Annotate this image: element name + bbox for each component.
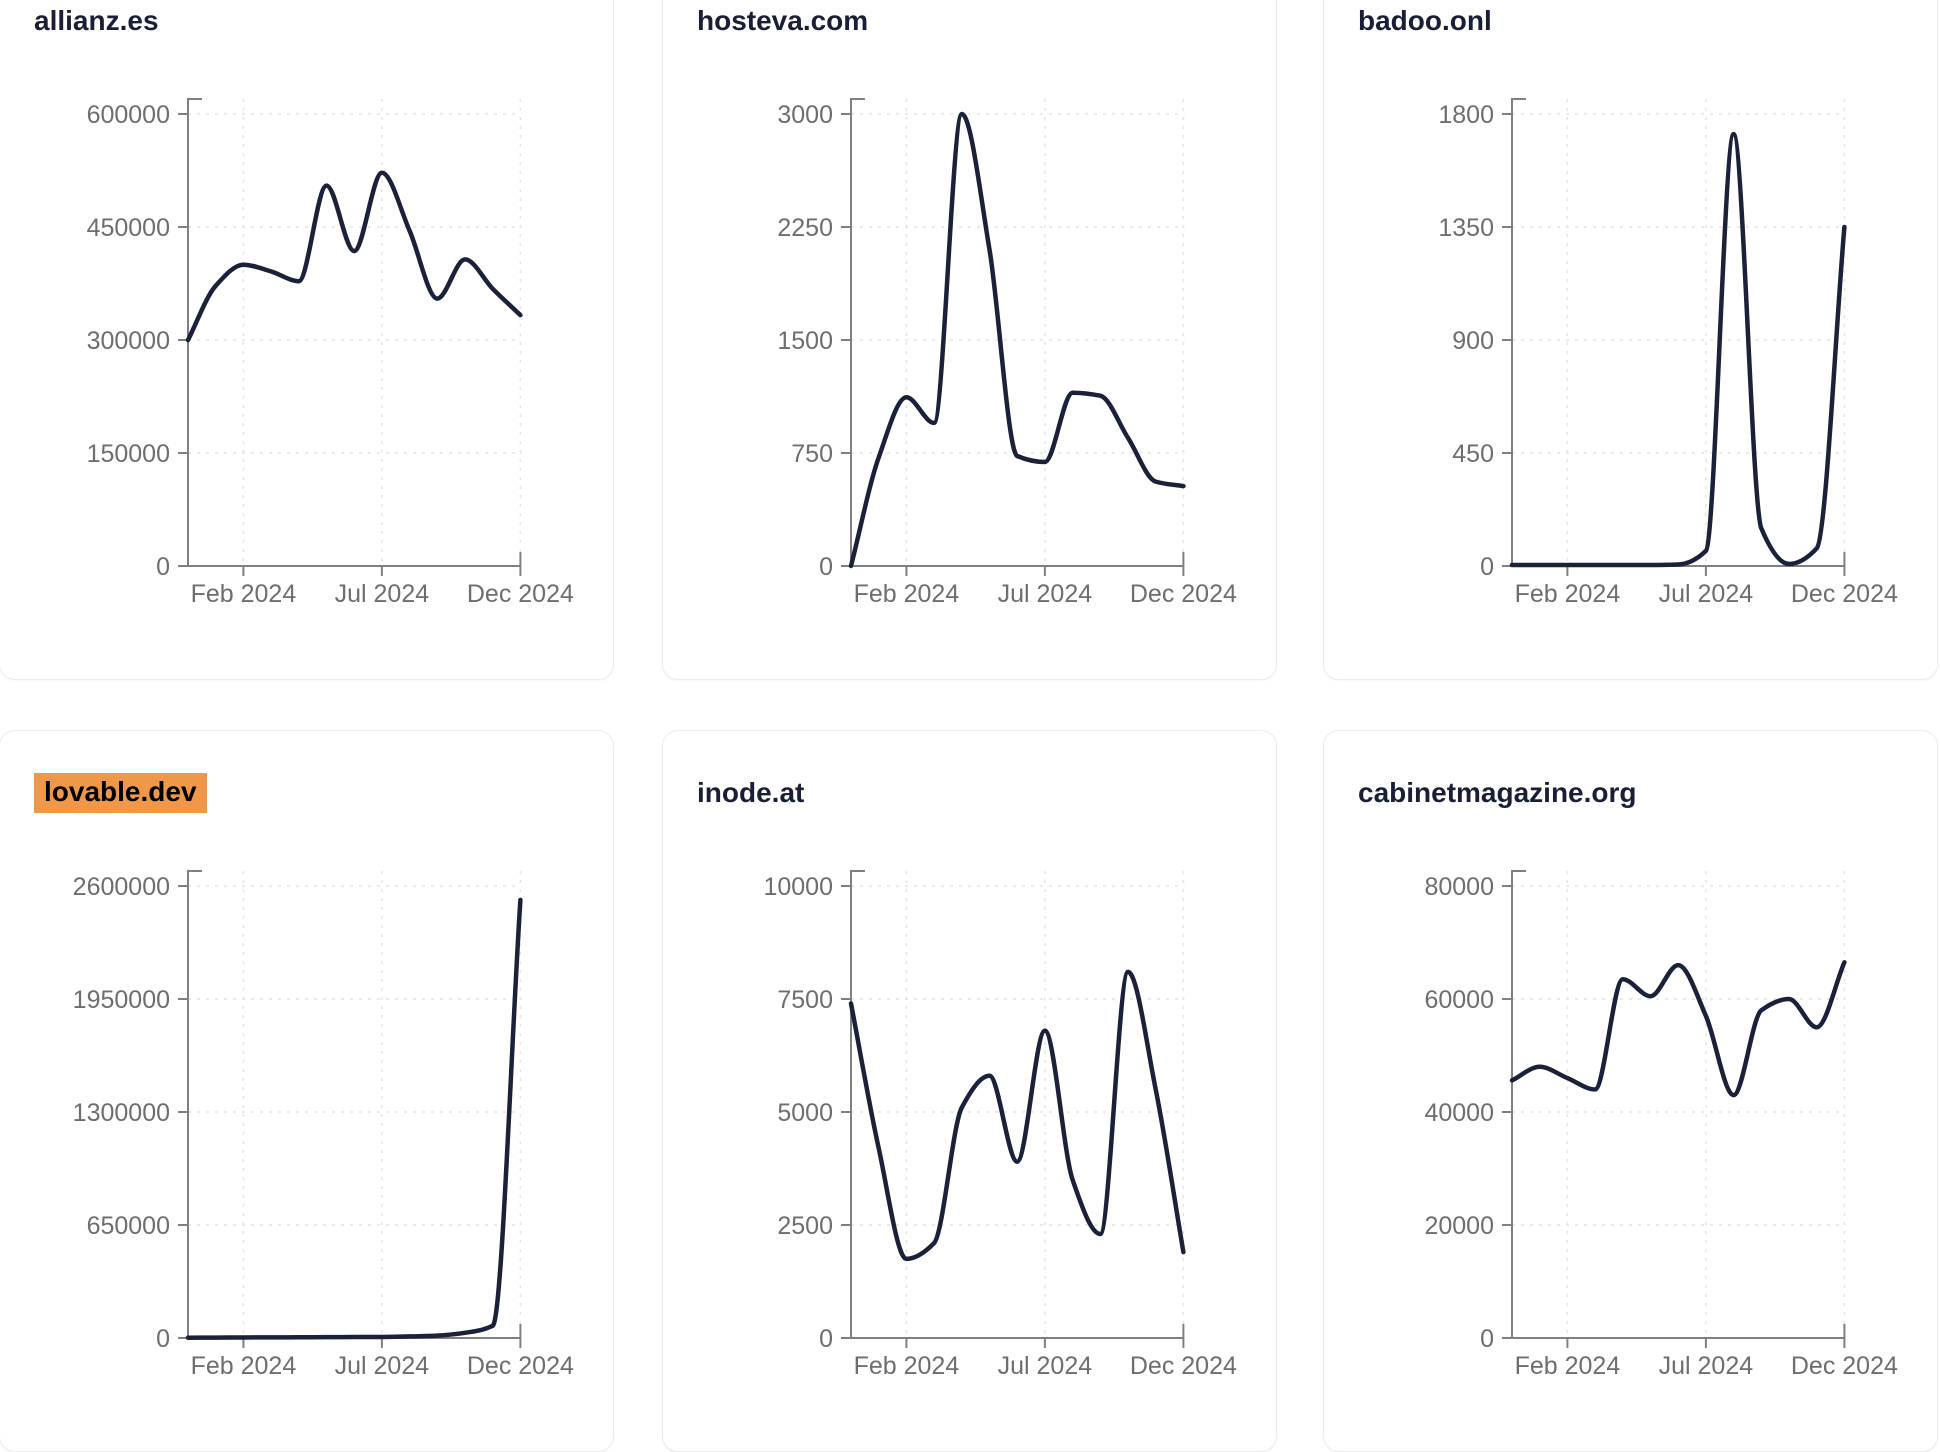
svg-text:450000: 450000	[87, 214, 170, 242]
svg-text:0: 0	[156, 1325, 170, 1353]
svg-text:150000: 150000	[87, 440, 170, 468]
svg-text:Dec 2024: Dec 2024	[1791, 1352, 1898, 1380]
svg-text:7500: 7500	[777, 986, 833, 1014]
svg-text:5000: 5000	[777, 1099, 833, 1127]
chart-title: cabinetmagazine.org	[1358, 777, 1637, 808]
svg-text:Jul 2024: Jul 2024	[335, 1352, 430, 1380]
svg-text:0: 0	[819, 553, 833, 581]
svg-text:750: 750	[791, 440, 833, 468]
svg-text:Jul 2024: Jul 2024	[998, 1352, 1093, 1380]
svg-text:1800: 1800	[1438, 101, 1494, 129]
svg-text:Dec 2024: Dec 2024	[1130, 1352, 1237, 1380]
svg-text:0: 0	[1480, 1325, 1494, 1353]
svg-text:Jul 2024: Jul 2024	[1659, 580, 1754, 608]
svg-text:2600000: 2600000	[73, 873, 170, 901]
line-chart: 0 650000 1300000 1950000 2600000 Feb 2024 Jul …	[73, 870, 574, 1380]
svg-text:1350: 1350	[1438, 214, 1494, 242]
svg-text:Dec 2024: Dec 2024	[1130, 580, 1237, 608]
svg-text:10000: 10000	[763, 873, 833, 901]
svg-text:Dec 2024: Dec 2024	[467, 1352, 574, 1380]
svg-text:80000: 80000	[1424, 873, 1494, 901]
line-chart: 0 20000 40000 60000 80000 Feb 2024 Jul 2024 Dec…	[1424, 870, 1898, 1380]
svg-text:Feb 2024: Feb 2024	[854, 1352, 960, 1380]
svg-text:1300000: 1300000	[73, 1099, 170, 1127]
svg-text:600000: 600000	[87, 101, 170, 129]
svg-text:Feb 2024: Feb 2024	[854, 580, 960, 608]
svg-text:900: 900	[1452, 327, 1494, 355]
chart-title: allianz.es	[34, 5, 159, 36]
svg-text:Jul 2024: Jul 2024	[1659, 1352, 1754, 1380]
svg-text:450: 450	[1452, 440, 1494, 468]
svg-text:40000: 40000	[1424, 1099, 1494, 1127]
svg-text:1500: 1500	[777, 327, 833, 355]
svg-text:Dec 2024: Dec 2024	[467, 580, 574, 608]
chart-card-badoo-onl: badoo.onl 0 450 900 1350 1800 Feb 2024 Jul 202…	[1323, 0, 1938, 680]
svg-text:1950000: 1950000	[73, 986, 170, 1014]
chart-title: hosteva.com	[697, 5, 869, 36]
svg-text:Feb 2024: Feb 2024	[191, 1352, 297, 1380]
svg-text:0: 0	[156, 553, 170, 581]
chart-title: inode.at	[697, 777, 805, 808]
svg-text:300000: 300000	[87, 327, 170, 355]
svg-text:650000: 650000	[87, 1212, 170, 1240]
svg-text:3000: 3000	[777, 101, 833, 129]
chart-card-cabinetmagazine-org: cabinetmagazine.org 0 20000 40000 60000 8000…	[1323, 730, 1938, 1452]
chart-title-highlighted: lovable.dev	[34, 773, 207, 813]
svg-text:Feb 2024: Feb 2024	[1515, 580, 1621, 608]
svg-text:0: 0	[1480, 553, 1494, 581]
svg-text:Feb 2024: Feb 2024	[191, 580, 297, 608]
chart-card-inode-at: inode.at 0 2500 5000 7500 10000 Feb 2024 Jul 2…	[662, 730, 1277, 1452]
chart-card-hosteva-com: hosteva.com 0 750 1500 2250 3000 Feb 2024 Jul …	[662, 0, 1277, 680]
svg-text:Dec 2024: Dec 2024	[1791, 580, 1898, 608]
svg-text:20000: 20000	[1424, 1212, 1494, 1240]
line-chart: 0 2500 5000 7500 10000 Feb 2024 Jul 2024 Dec 20…	[763, 870, 1237, 1380]
svg-text:60000: 60000	[1424, 986, 1494, 1014]
chart-card-allianz-es: allianz.es 0 150000 300000 450000 600000 Feb …	[0, 0, 614, 680]
svg-text:2250: 2250	[777, 214, 833, 242]
line-chart: 0 450 900 1350 1800 Feb 2024 Jul 2024 Dec 2024	[1438, 98, 1898, 608]
svg-text:Jul 2024: Jul 2024	[998, 580, 1093, 608]
svg-text:Feb 2024: Feb 2024	[1515, 1352, 1621, 1380]
svg-text:0: 0	[819, 1325, 833, 1353]
chart-card-lovable-dev: lovable.dev 0 650000 1300000 1950000 2600000…	[0, 730, 614, 1452]
svg-text:Jul 2024: Jul 2024	[335, 580, 430, 608]
chart-title: badoo.onl	[1358, 5, 1492, 36]
svg-text:2500: 2500	[777, 1212, 833, 1240]
line-chart: 0 150000 300000 450000 600000 Feb 2024 Jul 202…	[87, 98, 574, 608]
line-chart: 0 750 1500 2250 3000 Feb 2024 Jul 2024 Dec 2024	[777, 98, 1237, 608]
